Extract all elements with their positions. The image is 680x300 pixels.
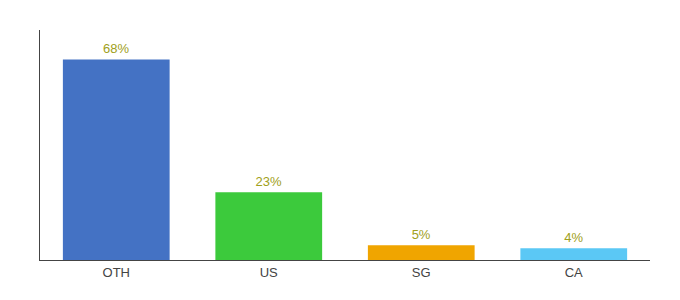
svg-text:SG: SG: [412, 265, 431, 280]
svg-text:23%: 23%: [256, 174, 282, 189]
svg-text:OTH: OTH: [103, 265, 130, 280]
svg-text:68%: 68%: [103, 41, 129, 56]
svg-text:US: US: [260, 265, 278, 280]
svg-text:5%: 5%: [412, 227, 431, 242]
svg-text:4%: 4%: [564, 230, 583, 245]
svg-text:CA: CA: [565, 265, 583, 280]
